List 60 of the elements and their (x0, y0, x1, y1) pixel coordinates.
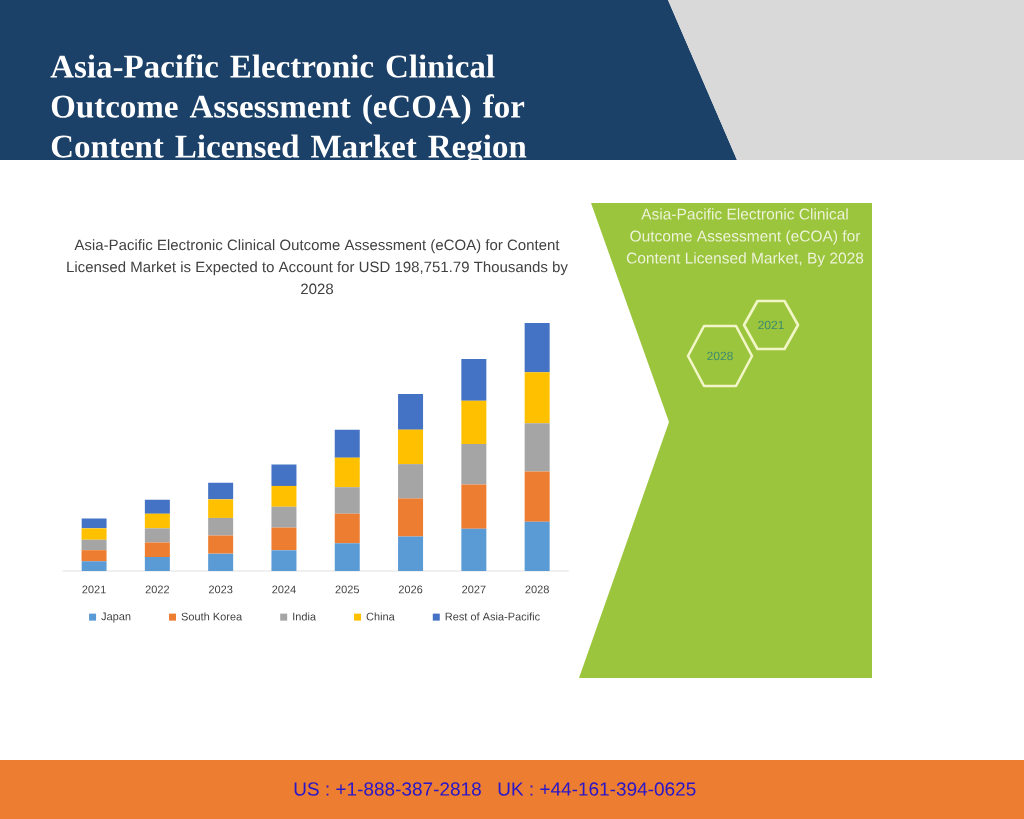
bar (144, 528, 170, 543)
bar (461, 528, 487, 571)
bar (524, 471, 550, 522)
text: US : +1-888-387-2818 (294, 782, 481, 796)
bar (334, 513, 360, 544)
legend-label: Rest of Asia-Pacific (445, 612, 540, 621)
bar (81, 528, 107, 540)
bar (208, 535, 234, 554)
bar (208, 553, 234, 571)
bar (208, 517, 234, 536)
bar (81, 561, 107, 571)
bar (81, 539, 107, 551)
chart-subtitle: Asia-Pacific Electronic Clinical Outcome Assessment (eCOA) for Content Licensed Market is Expected to Account for USD 198,751.79 Thousands by 2028 (67, 239, 568, 295)
bar (334, 487, 360, 514)
legend-label: South Korea (181, 612, 243, 621)
bar (271, 550, 297, 571)
bar (144, 499, 170, 514)
bar (524, 372, 550, 424)
x-tick-label: 2025 (335, 585, 360, 594)
bar (398, 464, 424, 499)
x-tick-label: 2026 (398, 585, 423, 594)
bar (271, 527, 297, 551)
bar (271, 506, 297, 528)
x-tick-label: 2028 (525, 585, 549, 594)
bar (334, 457, 360, 488)
text: Asia-Pacific Electronic Clinical Outcome Assessment (eCOA) for Content Licensed Market, By 2028 (626, 208, 864, 267)
bar (271, 485, 297, 507)
bar (334, 429, 360, 458)
bar (398, 429, 424, 465)
legend-label: India (293, 612, 317, 621)
bar (398, 498, 424, 537)
legend-label: Japan (101, 612, 131, 623)
bar (461, 358, 487, 401)
bar (524, 423, 550, 472)
bar (334, 543, 360, 571)
bar (144, 557, 170, 571)
legend-label: China (366, 612, 395, 621)
chart-title: Asia-Pacific Electronic Clinical Outcome Assessment (eCOA) for Content Licensed Market Region (50, 54, 527, 165)
x-tick-label: 2027 (462, 585, 486, 594)
bar (461, 444, 487, 485)
x-tick-label: 2023 (208, 585, 233, 594)
bar (398, 536, 424, 571)
bar (461, 400, 487, 445)
bar (271, 464, 297, 486)
bar (144, 542, 170, 558)
x-tick-label: 2022 (145, 585, 170, 594)
bar (524, 521, 550, 571)
bar (524, 323, 550, 373)
text: UK : +44-161-394-0625 (498, 782, 696, 796)
bar (461, 484, 487, 529)
bar (81, 550, 107, 562)
bar (398, 393, 424, 430)
bar (144, 513, 170, 529)
x-tick-label: 2021 (82, 585, 106, 594)
bar (208, 482, 234, 500)
text: 2021 (758, 320, 784, 330)
x-tick-label: 2024 (272, 585, 296, 594)
bar (208, 499, 234, 518)
text: 2028 (707, 351, 733, 361)
bar (81, 518, 107, 529)
